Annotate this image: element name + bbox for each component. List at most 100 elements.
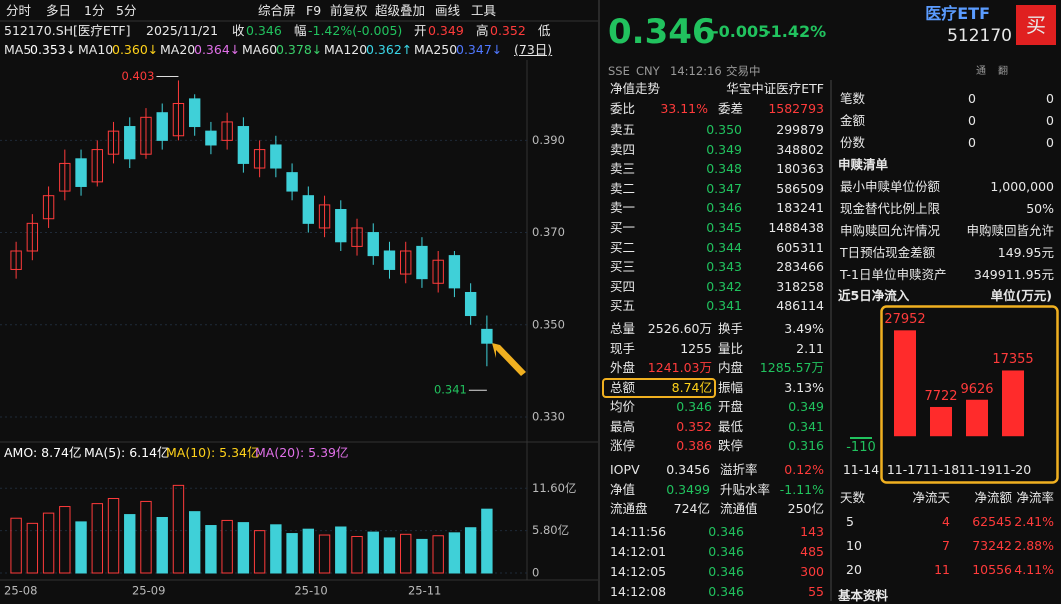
section-title: 申赎清单 (838, 157, 889, 172)
stat-value: 0.386 (676, 438, 712, 453)
creation-value: 50% (1026, 201, 1054, 216)
toolbar-button[interactable]: 综合屏 (258, 3, 296, 18)
iopv-value: 0.3456 (666, 462, 710, 477)
stat-label: 振幅 (718, 379, 744, 395)
table-cell: 2.41% (1014, 514, 1054, 529)
creation-value: 349911.95元 (973, 267, 1054, 282)
status-status: 交易中 (726, 64, 761, 78)
book-price: 0.345 (706, 220, 742, 235)
book-volume: 586509 (776, 180, 824, 196)
candle-body (416, 245, 428, 280)
candle-body (237, 126, 250, 164)
x-tick-label: 11-19 (958, 462, 996, 477)
creation-label: 现金替代比例上限 (840, 201, 941, 216)
iopv-value: 250亿 (787, 501, 824, 516)
count-value: 0 (1046, 113, 1054, 128)
candle-body (172, 102, 185, 137)
iopv-value: 0.12% (784, 462, 824, 477)
book-price: 0.349 (706, 141, 742, 157)
candle-body (270, 144, 282, 169)
candle-body (107, 130, 120, 155)
value-label: 27952 (884, 312, 926, 328)
book-volume: 605311 (776, 239, 824, 255)
toolbar-tab[interactable]: 分时 (6, 3, 32, 18)
y-tick-label: 0.350 (532, 317, 565, 331)
buy-button[interactable] (1016, 5, 1056, 45)
inflow-bar-tail (850, 437, 872, 439)
toolbar-button[interactable]: 画线 (435, 3, 461, 18)
table-cell: 73242 (972, 538, 1012, 553)
volume-bar (383, 537, 396, 574)
candle-body (188, 98, 201, 128)
candle-body (253, 149, 266, 169)
toolbar-button[interactable]: F9 (306, 3, 322, 18)
toolbar-tab[interactable]: 5分 (116, 3, 137, 18)
quote-high-label: 高 (476, 23, 489, 38)
toolbar-tab[interactable]: 1分 (84, 3, 105, 18)
stat-label: 最高 (610, 418, 636, 434)
ma-value: 0.360↓ (112, 42, 159, 57)
kline-panel: 0.390 0.370 0.350 0.330 0.403 0.341 11.60亿 5.80… (0, 20, 598, 598)
fund-full-name: 华宝中证医疗ETF (726, 81, 824, 96)
stat-label: 总额 (610, 379, 636, 395)
toolbar-button[interactable]: 工具 (471, 3, 497, 18)
candle-body (59, 162, 71, 192)
volume-bar (302, 528, 315, 574)
stat-label: 换手 (718, 321, 744, 336)
table-cell: 4 (942, 514, 950, 529)
max-label: 0.403 (122, 69, 155, 83)
candle-body (335, 209, 347, 243)
inflow-bar (966, 399, 988, 437)
count-label: 金额 (840, 113, 866, 128)
stat-label: 外盘 (610, 360, 636, 375)
amo-ma5: MA(5): 6.14亿 (84, 445, 170, 460)
status-currency: CNY (636, 64, 660, 78)
table-cell: 20 (846, 562, 862, 577)
candle-body (383, 250, 396, 270)
table-cell: 10 (846, 538, 862, 553)
iopv-label: 净值 (610, 481, 636, 497)
candle-body (10, 250, 22, 270)
value-label: -110 (846, 440, 876, 456)
volume-bar (448, 532, 461, 574)
buy-label: 买 (1026, 13, 1046, 37)
book-price: 0.348 (706, 161, 742, 176)
book-price: 0.347 (706, 180, 742, 196)
toolbar-button[interactable]: 超级叠加 (375, 3, 426, 18)
tick-time: 14:12:05 (610, 564, 667, 579)
quote-change-label: 幅 (294, 23, 307, 38)
volume-bar (253, 530, 266, 574)
creation-label: T日预估现金差额 (840, 245, 936, 260)
quote-open: 0.349 (428, 23, 464, 38)
toolbar-tab[interactable]: 多日 (46, 3, 72, 18)
toolbar-button[interactable]: 前复权 (330, 3, 368, 18)
fund-name: 医疗ETF (925, 4, 990, 23)
volume-bar (400, 533, 412, 574)
table-head: 净流率 (1016, 490, 1054, 505)
iopv-value: 0.3499 (666, 481, 710, 497)
table-cell: 10556 (972, 562, 1012, 577)
highlight-box (602, 378, 716, 398)
count-label: 笔数 (840, 91, 866, 106)
stat-value: 0.349 (788, 399, 824, 414)
iopv-label: 升贴水率 (720, 481, 771, 497)
volume-bar (107, 498, 120, 574)
tick-price: 0.346 (708, 524, 744, 539)
tick-volume: 300 (800, 564, 824, 579)
tick-price: 0.346 (708, 584, 744, 599)
candle-body (448, 255, 461, 289)
stat-value: 2.11 (796, 340, 824, 356)
candle-body (124, 126, 136, 160)
tick-time: 14:11:56 (610, 524, 667, 539)
tick-volume: 485 (800, 544, 824, 559)
book-price: 0.350 (706, 122, 742, 137)
divider (830, 80, 832, 601)
status-time: 14:12:16 (670, 64, 722, 78)
volume-bar (351, 535, 363, 574)
ma-name: MA5 (4, 42, 32, 57)
ma-name: MA120 (324, 42, 368, 57)
stat-label: 涨停 (610, 438, 636, 453)
table-cell: 4.11% (1014, 562, 1054, 577)
stat-label: 内盘 (718, 360, 744, 375)
iopv-label: IOPV (610, 462, 640, 477)
